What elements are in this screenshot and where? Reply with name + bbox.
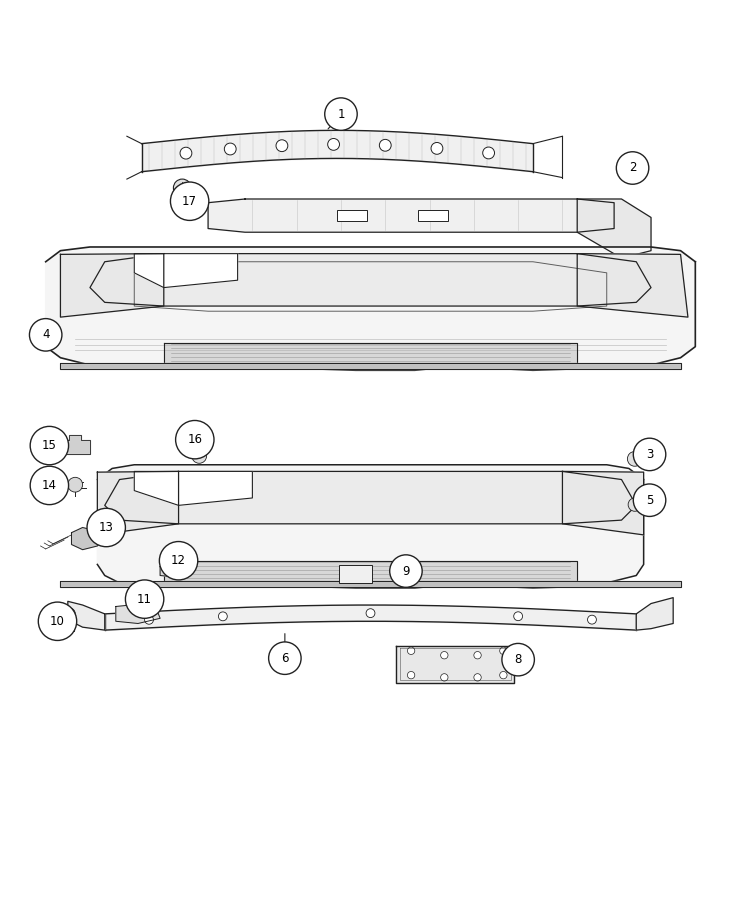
Bar [339,565,372,583]
Text: 1: 1 [337,108,345,121]
Circle shape [225,143,236,155]
Polygon shape [46,247,695,370]
Circle shape [170,182,209,220]
Text: 17: 17 [182,194,197,208]
Circle shape [379,140,391,151]
Circle shape [192,448,207,464]
Polygon shape [396,645,514,682]
Text: 13: 13 [99,521,113,534]
Circle shape [180,148,192,159]
Text: 8: 8 [514,653,522,666]
Circle shape [173,179,191,197]
Polygon shape [97,464,644,588]
Circle shape [30,466,69,505]
Circle shape [473,674,481,681]
Circle shape [87,508,125,546]
Polygon shape [68,601,104,630]
Text: 12: 12 [171,554,186,567]
Text: 9: 9 [402,564,410,578]
Polygon shape [90,254,651,306]
Circle shape [617,152,649,184]
Polygon shape [61,254,164,317]
Polygon shape [61,436,90,454]
Polygon shape [164,343,577,363]
Circle shape [431,142,443,154]
Bar [337,210,367,221]
Circle shape [39,602,76,641]
Circle shape [366,608,375,617]
Circle shape [441,652,448,659]
Polygon shape [577,199,651,258]
Circle shape [390,554,422,588]
Circle shape [441,674,448,681]
Polygon shape [104,472,637,524]
Bar [419,210,448,221]
Polygon shape [637,598,673,630]
Circle shape [176,420,214,459]
Circle shape [30,319,62,351]
Text: 3: 3 [646,448,654,461]
Circle shape [269,642,301,674]
Polygon shape [208,199,614,232]
Circle shape [68,477,82,492]
Text: 4: 4 [42,328,50,341]
Polygon shape [97,472,179,535]
Text: 16: 16 [187,433,202,446]
Text: 15: 15 [42,439,57,452]
Circle shape [276,140,288,151]
Text: 14: 14 [42,479,57,492]
Polygon shape [61,363,680,369]
Circle shape [502,644,534,676]
Polygon shape [134,472,253,506]
Polygon shape [160,562,186,577]
Circle shape [628,452,642,466]
Circle shape [219,612,227,621]
Circle shape [30,427,69,464]
Circle shape [473,652,481,659]
Circle shape [408,647,415,654]
Polygon shape [116,604,160,624]
Text: 6: 6 [281,652,288,665]
Text: 2: 2 [629,161,637,175]
Text: 10: 10 [50,615,65,628]
Circle shape [499,671,507,679]
Circle shape [499,647,507,654]
Circle shape [125,580,164,618]
Circle shape [328,139,339,150]
Circle shape [408,671,415,679]
Text: 11: 11 [137,592,152,606]
Circle shape [634,438,666,471]
Polygon shape [562,472,644,535]
Polygon shape [134,254,238,288]
Circle shape [159,542,198,580]
Polygon shape [577,254,688,317]
Circle shape [634,484,666,517]
Polygon shape [61,580,680,587]
Circle shape [482,147,494,159]
Circle shape [325,98,357,130]
Circle shape [628,498,642,511]
Bar [65,614,74,631]
Circle shape [64,608,75,620]
Polygon shape [72,527,104,550]
Text: 5: 5 [646,494,654,507]
Circle shape [588,616,597,624]
Circle shape [144,616,153,625]
Circle shape [514,612,522,621]
Polygon shape [164,561,577,581]
